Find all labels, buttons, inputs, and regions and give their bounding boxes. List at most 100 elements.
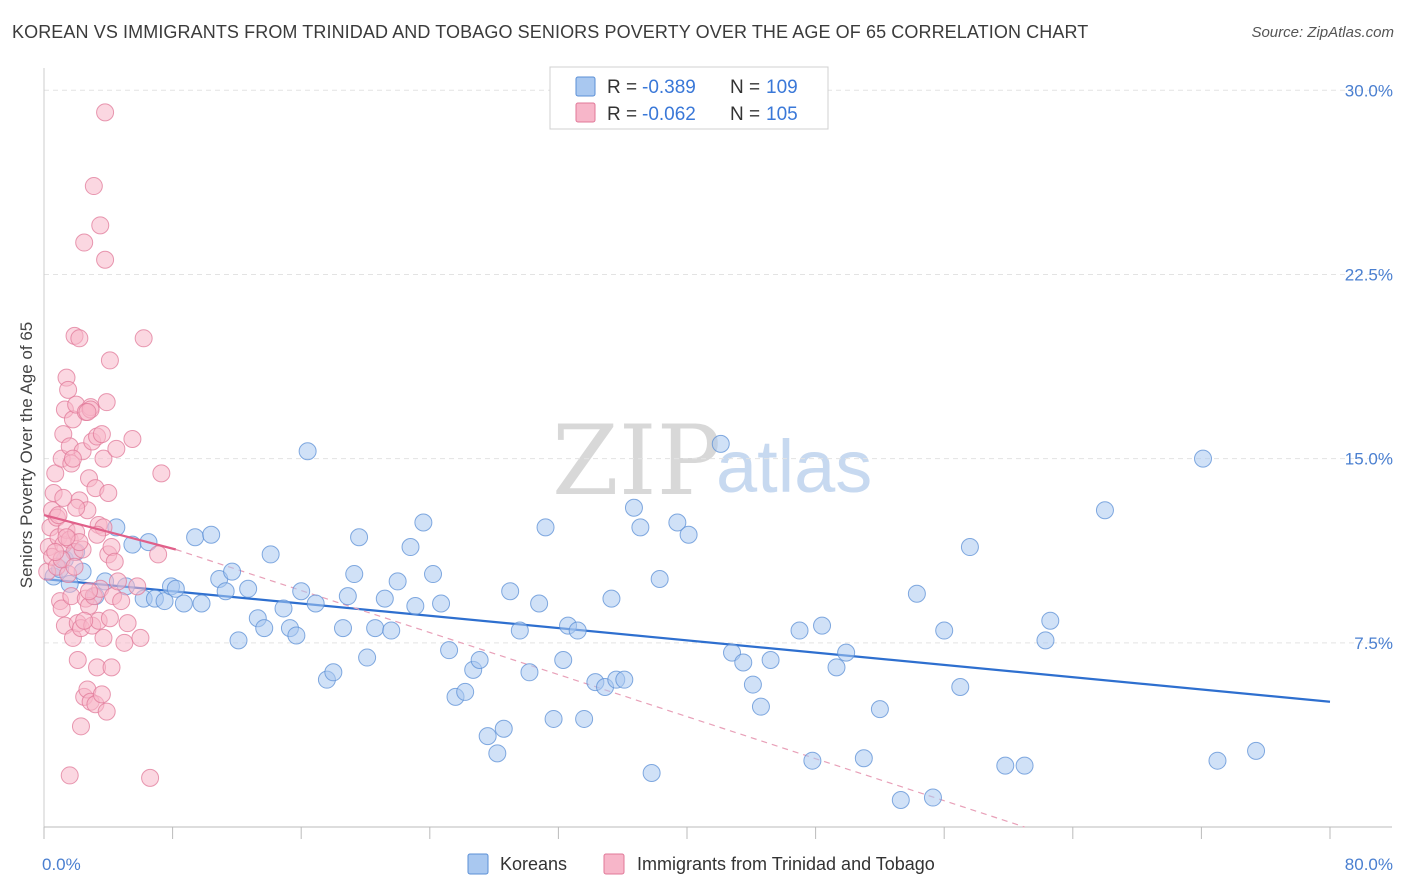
legend-r-value-1: -0.062 [642,104,696,125]
point-0-53 [456,682,475,701]
point-0-27 [255,619,274,638]
point-0-89 [827,658,846,677]
point-1-33 [70,329,89,348]
point-0-41 [358,648,377,667]
point-0-43 [375,589,394,608]
y-tick-label-3: 30.0% [1345,81,1393,100]
point-0-47 [406,596,425,615]
legend-n-label-0: N = [730,77,760,98]
point-0-65 [554,651,573,670]
point-0-59 [501,582,520,601]
point-0-60 [510,621,529,640]
point-0-19 [192,594,211,613]
point-0-75 [631,518,650,537]
point-0-37 [333,619,352,638]
point-0-62 [530,594,549,613]
point-1-99 [75,611,94,630]
point-0-95 [923,788,942,807]
trend-trinidad [43,514,177,551]
point-0-28 [261,545,280,564]
series-legend: Koreans Immigrants from Trinidad and Tob… [467,853,935,875]
point-0-103 [1095,501,1114,520]
axes [43,68,1392,839]
point-1-80 [118,614,137,633]
point-0-31 [287,626,306,645]
point-0-92 [870,700,889,719]
point-0-74 [624,498,643,517]
point-1-69 [99,484,118,503]
bottom-legend-trinidad: Immigrants from Trinidad and Tobago [637,854,935,874]
point-0-29 [274,599,293,618]
point-1-96 [57,528,76,547]
point-1-81 [123,429,142,448]
point-0-78 [668,513,687,532]
point-0-82 [734,653,753,672]
chart-title: KOREAN VS IMMIGRANTS FROM TRINIDAD AND T… [12,22,1089,42]
point-1-100 [80,582,99,601]
point-1-94 [78,402,97,421]
point-1-97 [46,542,65,561]
point-0-51 [440,641,459,660]
point-0-23 [223,562,242,581]
point-0-102 [1041,611,1060,630]
trend-koreans [43,577,1331,703]
point-0-80 [711,434,730,453]
point-1-90 [63,449,82,468]
point-0-105 [1208,751,1227,770]
point-0-39 [345,565,364,584]
point-0-48 [414,513,433,532]
point-1-71 [100,351,119,370]
gridlines [44,89,1392,644]
point-0-25 [239,579,258,598]
point-0-88 [813,616,832,635]
point-1-98 [67,498,86,517]
point-1-76 [107,439,126,458]
point-0-67 [568,621,587,640]
point-0-16 [166,579,185,598]
point-0-18 [186,528,205,547]
legend-r-value-0: -0.389 [642,77,696,98]
point-0-63 [536,518,555,537]
point-1-77 [108,572,127,591]
y-tick-label-2: 22.5% [1345,265,1393,284]
point-1-86 [149,545,168,564]
x-tick-labels: 0.0% 80.0% [42,855,1393,874]
point-0-90 [837,643,856,662]
legend-n-value-1: 105 [766,104,798,125]
series-1 [38,103,171,787]
point-0-99 [996,756,1015,775]
point-1-85 [141,768,160,787]
point-0-24 [229,631,248,650]
stats-legend: R = -0.389 N = 109 R = -0.062 N = 105 [549,66,829,130]
point-0-85 [761,651,780,670]
point-1-39 [75,233,94,252]
point-1-82 [128,577,147,596]
point-0-36 [324,663,343,682]
legend-swatch-koreans [575,76,596,97]
point-1-79 [115,633,134,652]
legend-r-label-0: R = [607,77,637,98]
point-1-104 [65,557,84,576]
point-1-62 [92,685,111,704]
y-axis-label: Seniors Poverty Over the Age of 65 [17,322,36,588]
point-0-45 [388,572,407,591]
point-1-88 [60,766,79,785]
source-credit: Source: ZipAtlas.com [1251,24,1394,41]
point-1-51 [84,177,103,196]
point-1-19 [59,380,78,399]
point-0-61 [520,663,539,682]
point-0-50 [432,594,451,613]
point-0-76 [642,763,661,782]
point-1-66 [96,250,115,269]
point-1-63 [94,449,113,468]
point-0-46 [401,538,420,557]
point-1-103 [54,488,73,507]
point-0-58 [494,719,513,738]
point-0-33 [298,442,317,461]
point-1-78 [112,592,131,611]
point-0-49 [424,565,443,584]
point-0-93 [891,790,910,809]
watermark-zip: ZIP [552,405,721,517]
point-0-86 [790,621,809,640]
